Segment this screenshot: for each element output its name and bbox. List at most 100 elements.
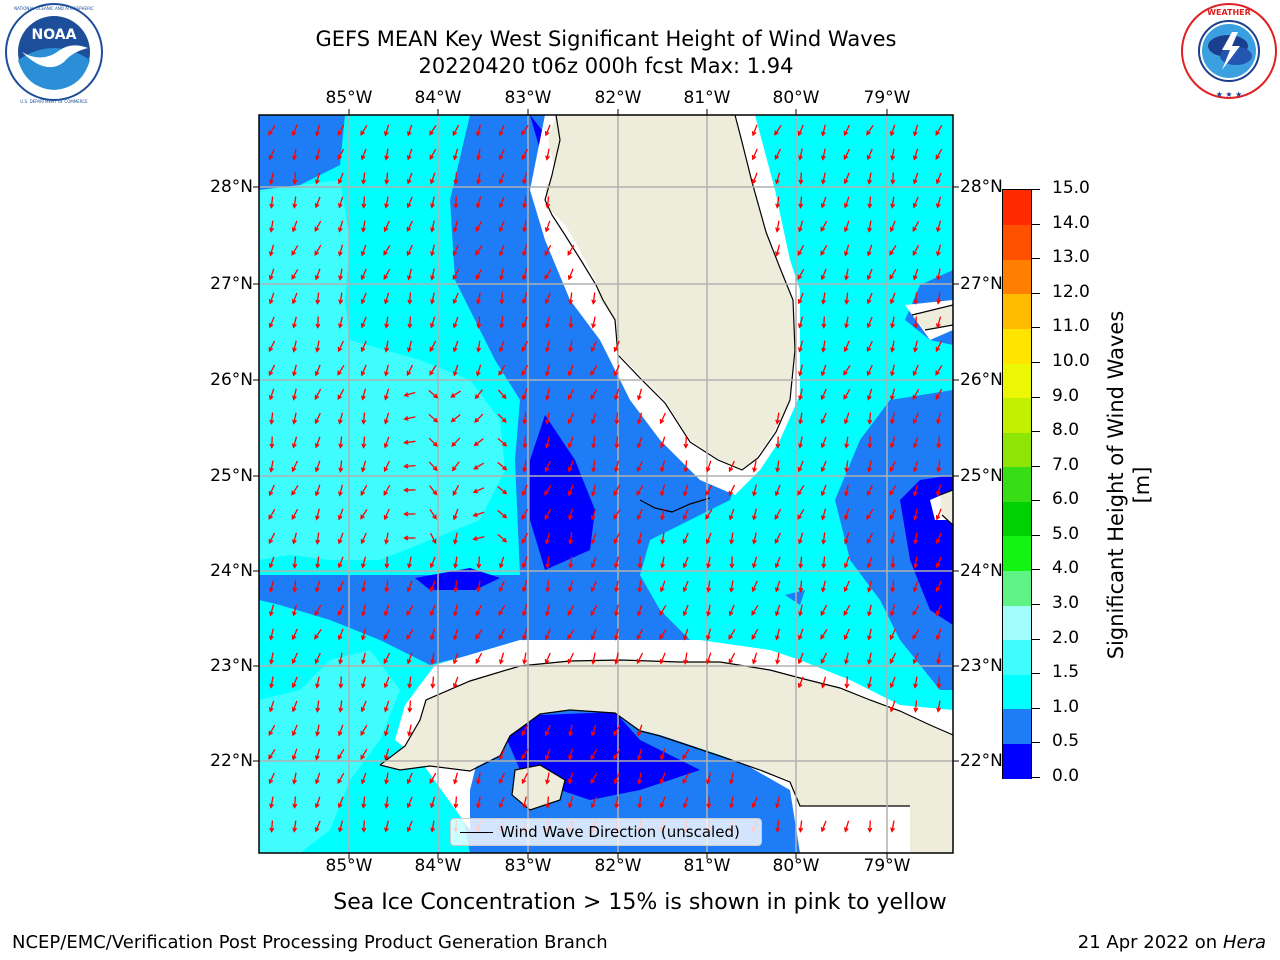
lat-label-right: 27°N bbox=[960, 274, 1003, 294]
wave-direction-arrow bbox=[292, 772, 298, 785]
wave-direction-arrow bbox=[936, 460, 942, 473]
wave-contour-0-5 bbox=[835, 390, 953, 690]
wave-direction-arrow bbox=[797, 364, 804, 377]
wave-direction-arrow bbox=[867, 196, 873, 209]
wave-direction-arrow bbox=[292, 580, 298, 593]
wave-direction-arrow bbox=[729, 532, 735, 545]
wave-direction-arrow bbox=[544, 268, 552, 280]
wave-direction-arrow bbox=[497, 533, 508, 543]
wave-direction-arrow bbox=[498, 772, 506, 785]
wave-direction-arrow bbox=[315, 724, 321, 737]
wave-direction-arrow bbox=[384, 820, 389, 833]
wave-direction-arrow bbox=[268, 604, 275, 617]
wave-direction-arrow bbox=[429, 340, 437, 353]
wave-direction-arrow bbox=[867, 652, 872, 665]
wave-direction-arrow bbox=[268, 484, 275, 497]
colorbar-tick bbox=[1032, 673, 1040, 675]
wave-direction-arrow bbox=[315, 532, 321, 545]
wave-direction-arrow bbox=[521, 724, 529, 736]
wave-direction-arrow bbox=[314, 244, 322, 256]
wave-direction-arrow bbox=[820, 820, 827, 833]
wave-direction-arrow bbox=[890, 364, 895, 377]
wave-direction-arrow bbox=[544, 292, 551, 305]
wave-direction-arrow bbox=[637, 532, 642, 545]
wave-direction-arrow bbox=[636, 484, 644, 496]
wave-direction-arrow bbox=[360, 700, 367, 713]
colorbar-segment bbox=[1003, 190, 1031, 226]
wave-direction-arrow bbox=[843, 412, 850, 425]
wave-direction-arrow bbox=[568, 556, 574, 569]
wave-direction-arrow bbox=[729, 796, 735, 809]
wave-direction-arrow bbox=[475, 245, 483, 256]
wave-direction-arrow bbox=[268, 508, 276, 520]
colorbar-tick-label: 8.0 bbox=[1052, 420, 1080, 441]
wave-direction-arrow bbox=[775, 652, 781, 665]
wave-direction-arrow bbox=[475, 364, 482, 377]
colorbar bbox=[1002, 189, 1032, 779]
wave-direction-arrow bbox=[452, 508, 459, 521]
wave-direction-arrow bbox=[936, 652, 942, 665]
wave-direction-arrow bbox=[591, 652, 596, 665]
wave-direction-arrow bbox=[866, 388, 873, 401]
wave-direction-arrow bbox=[912, 652, 919, 665]
wave-direction-arrow bbox=[797, 485, 805, 496]
wave-direction-arrow bbox=[383, 724, 390, 737]
wave-direction-arrow bbox=[544, 532, 551, 545]
wave-direction-arrow bbox=[453, 556, 459, 569]
wave-direction-arrow bbox=[544, 124, 551, 137]
wave-direction-arrow bbox=[935, 316, 942, 329]
wave-contour-0-5 bbox=[259, 115, 345, 190]
legend-line-swatch bbox=[460, 832, 493, 833]
wave-direction-arrow bbox=[613, 748, 621, 760]
wave-direction-arrow bbox=[337, 796, 344, 809]
wave-direction-arrow bbox=[292, 796, 298, 809]
wave-direction-arrow bbox=[705, 484, 713, 496]
wave-direction-arrow bbox=[360, 556, 367, 569]
colorbar-segment bbox=[1003, 605, 1031, 641]
wave-direction-arrow bbox=[774, 125, 782, 136]
wave-direction-arrow bbox=[337, 412, 344, 425]
colorbar-tick-label: 7.0 bbox=[1052, 454, 1080, 475]
wave-direction-arrow bbox=[705, 532, 712, 545]
colorbar-tick bbox=[1032, 500, 1040, 502]
wave-direction-arrow bbox=[866, 532, 874, 545]
wave-direction-arrow bbox=[705, 652, 712, 665]
wave-direction-arrow bbox=[499, 268, 504, 281]
wave-direction-arrow bbox=[498, 628, 506, 641]
wave-direction-arrow bbox=[889, 220, 896, 233]
wave-direction-arrow bbox=[268, 292, 275, 305]
wave-direction-arrow bbox=[706, 556, 711, 569]
wave-direction-arrow bbox=[912, 148, 919, 161]
lon-label-bottom: 79°W bbox=[863, 856, 911, 876]
map-ticks bbox=[253, 109, 959, 859]
wave-direction-arrow bbox=[614, 436, 620, 449]
wave-direction-arrow bbox=[614, 412, 620, 425]
wave-direction-arrow bbox=[269, 652, 275, 665]
svg-text:NATIONAL OCEANIC AND ATMOSPHER: NATIONAL OCEANIC AND ATMOSPHERIC bbox=[14, 6, 94, 11]
colorbar-tick bbox=[1032, 431, 1040, 433]
wave-direction-arrow bbox=[913, 292, 919, 305]
wave-direction-arrow bbox=[403, 535, 416, 541]
wave-direction-arrow bbox=[315, 316, 321, 329]
wave-direction-arrow bbox=[337, 748, 345, 760]
wave-direction-arrow bbox=[890, 412, 895, 425]
nws-logo: WEATHER ★ ★ ★ bbox=[1181, 3, 1277, 99]
wave-direction-arrow bbox=[867, 172, 873, 185]
colorbar-tick bbox=[1032, 189, 1040, 190]
wave-direction-arrow bbox=[751, 124, 758, 137]
wave-direction-arrow bbox=[430, 196, 435, 209]
wave-direction-arrow bbox=[912, 604, 920, 616]
wave-direction-arrow bbox=[498, 124, 505, 137]
wave-direction-arrow bbox=[521, 148, 529, 161]
wave-direction-arrow bbox=[291, 292, 298, 305]
wave-direction-arrow bbox=[453, 580, 459, 593]
wave-direction-arrow bbox=[384, 340, 390, 353]
wave-direction-arrow bbox=[338, 460, 344, 473]
wave-direction-arrow bbox=[798, 556, 804, 569]
wave-direction-arrow bbox=[292, 556, 298, 569]
wave-direction-arrow bbox=[521, 292, 528, 305]
colorbar-tick-label: 14.0 bbox=[1052, 212, 1090, 233]
wave-direction-arrow bbox=[683, 652, 689, 665]
wave-direction-arrow bbox=[820, 629, 828, 640]
